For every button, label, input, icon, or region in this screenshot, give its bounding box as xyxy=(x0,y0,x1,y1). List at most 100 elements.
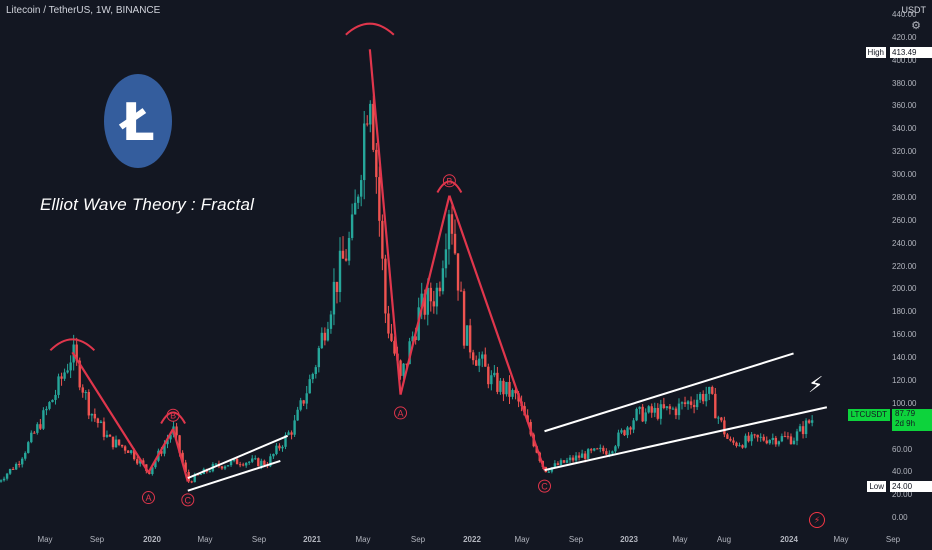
candle-body xyxy=(420,293,423,308)
candle-body xyxy=(175,426,178,436)
low-value: 24.00 xyxy=(890,481,932,492)
candle-body xyxy=(571,457,575,461)
candle-body xyxy=(771,437,775,441)
candle-body xyxy=(804,420,808,435)
candle-body xyxy=(87,392,90,416)
candle-body xyxy=(2,478,6,481)
candle-body xyxy=(108,434,112,437)
candle-body xyxy=(635,408,638,421)
candle-body xyxy=(326,328,330,341)
last-price-tag: 87.79 2d 9h xyxy=(892,409,932,431)
candle-body xyxy=(84,392,87,394)
candle-body xyxy=(8,468,12,474)
flash-icon[interactable]: ⚡ xyxy=(809,512,825,528)
candle-body xyxy=(366,123,369,125)
bar-countdown: 2d 9h xyxy=(895,419,916,428)
candle-body xyxy=(810,420,814,423)
candle-body xyxy=(459,290,463,292)
candle-body xyxy=(178,435,181,453)
candle-body xyxy=(33,432,36,434)
candle-body xyxy=(711,386,714,394)
high-value: 413.49 xyxy=(890,47,932,58)
settings-icon[interactable]: ⚙ xyxy=(911,20,921,32)
peak-arc xyxy=(49,338,96,352)
candle-body xyxy=(701,393,705,402)
candle-body xyxy=(762,436,765,441)
candle-body xyxy=(511,390,514,397)
candle-body xyxy=(30,432,33,443)
candle-body xyxy=(801,426,805,435)
candle-body xyxy=(381,220,384,259)
candle-body xyxy=(332,281,336,315)
candle-body xyxy=(471,352,475,361)
candle-body xyxy=(244,462,248,466)
candle-body xyxy=(626,427,629,436)
candle-body xyxy=(66,370,69,373)
candle-body xyxy=(263,460,266,465)
candle-body xyxy=(453,233,457,254)
candle-body xyxy=(102,421,106,437)
candle-body xyxy=(235,458,239,465)
candle-body xyxy=(792,440,796,445)
candle-body xyxy=(602,447,605,452)
wave-marker-label: C xyxy=(185,495,192,505)
y-tick-label: 440.00 xyxy=(892,10,917,19)
candle-body xyxy=(51,399,54,403)
candle-body xyxy=(411,336,414,342)
candle-body xyxy=(414,336,417,341)
candles-group xyxy=(0,95,814,484)
candle-body xyxy=(686,401,690,405)
channel-line xyxy=(187,460,281,492)
wave-marker-label: A xyxy=(398,408,404,418)
candle-body xyxy=(426,287,429,315)
candle-body xyxy=(114,439,118,448)
candle-body xyxy=(54,394,57,400)
wave-line xyxy=(71,351,150,473)
wave-line xyxy=(448,195,546,471)
x-tick-label: Sep xyxy=(885,535,901,544)
candle-body xyxy=(765,440,768,444)
candle-body xyxy=(190,481,193,483)
candle-body xyxy=(789,436,793,445)
candle-body xyxy=(181,452,184,463)
candle-body xyxy=(254,458,257,460)
candle-body xyxy=(139,460,142,464)
candle-body xyxy=(78,360,81,388)
candle-body xyxy=(375,149,378,178)
candle-body xyxy=(744,435,747,448)
candle-body xyxy=(356,196,360,203)
candle-body xyxy=(311,373,314,380)
candle-body xyxy=(644,412,647,422)
candle-body xyxy=(656,407,659,419)
candle-body xyxy=(0,480,3,482)
candle-body xyxy=(487,366,490,385)
annotation-title: Elliot Wave Theory : Fractal xyxy=(40,195,255,214)
y-tick-label: 320.00 xyxy=(892,147,917,157)
candle-body xyxy=(689,401,693,405)
candle-body xyxy=(60,376,63,379)
candle-body xyxy=(429,287,432,302)
candle-body xyxy=(807,420,811,423)
candle-body xyxy=(729,438,732,441)
x-tick-label: Sep xyxy=(89,535,105,544)
candle-body xyxy=(586,449,590,459)
candle-body xyxy=(136,459,139,464)
candle-body xyxy=(320,332,324,349)
candle-body xyxy=(96,418,100,424)
candle-body xyxy=(81,387,84,393)
x-tick-label: 2021 xyxy=(303,535,321,544)
y-tick-label: 260.00 xyxy=(892,215,917,225)
wave-marker-circle xyxy=(442,174,456,188)
candle-body xyxy=(717,417,720,419)
candle-body xyxy=(750,434,753,442)
candle-body xyxy=(99,421,103,424)
candle-body xyxy=(353,202,357,215)
candle-body xyxy=(248,461,251,463)
wave-marker-circle xyxy=(394,406,408,420)
candle-body xyxy=(462,291,466,346)
candle-body xyxy=(363,123,366,181)
candle-body xyxy=(408,341,411,365)
candle-body xyxy=(90,413,94,416)
y-tick-label: 360.00 xyxy=(892,101,917,111)
